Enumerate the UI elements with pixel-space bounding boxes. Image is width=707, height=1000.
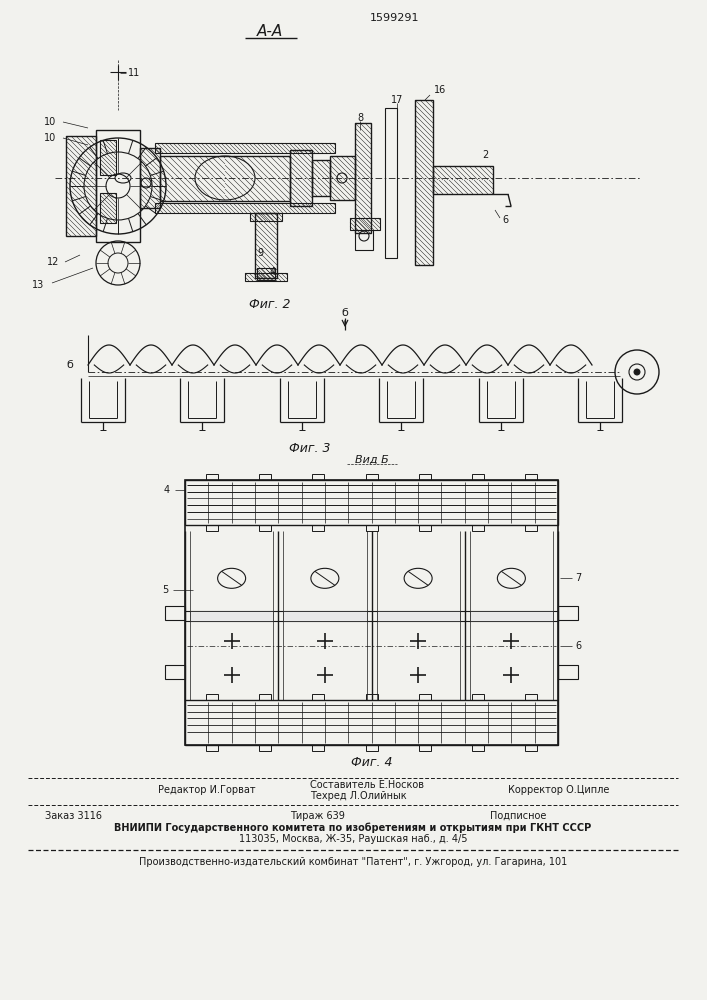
Bar	[100, 193, 116, 223]
Text: Техред Л.Олийнык: Техред Л.Олийнык	[310, 791, 407, 801]
Bar	[472, 745, 484, 751]
Bar	[330, 156, 355, 200]
Bar	[140, 148, 160, 208]
Text: Вид Б: Вид Б	[355, 455, 388, 465]
Bar	[385, 108, 397, 258]
Bar	[206, 474, 218, 480]
Bar	[257, 268, 275, 280]
Text: 11: 11	[128, 68, 140, 78]
Bar	[472, 694, 484, 700]
Bar	[185, 700, 558, 745]
Bar	[366, 474, 378, 480]
Bar	[259, 745, 271, 751]
Bar	[250, 213, 282, 221]
Bar	[419, 474, 431, 480]
Bar	[469, 610, 553, 620]
Bar	[100, 140, 116, 175]
Bar	[366, 694, 378, 700]
Text: 9: 9	[257, 248, 263, 258]
Text: 17: 17	[391, 95, 403, 105]
Text: 16: 16	[434, 85, 446, 95]
Bar	[160, 156, 290, 201]
Text: 1599291: 1599291	[370, 13, 420, 23]
Bar	[355, 230, 373, 250]
Bar	[419, 745, 431, 751]
Text: Корректор О.Ципле: Корректор О.Ципле	[508, 785, 609, 795]
Bar	[165, 605, 185, 619]
Text: 13: 13	[32, 280, 44, 290]
Bar	[290, 150, 312, 206]
Bar	[284, 610, 366, 620]
Text: 4: 4	[164, 485, 170, 495]
Bar	[312, 160, 330, 196]
Bar	[419, 694, 431, 700]
Text: Фиг. 3: Фиг. 3	[289, 442, 331, 454]
Bar	[472, 474, 484, 480]
Bar	[433, 166, 493, 194]
Bar	[419, 525, 431, 531]
Bar	[472, 525, 484, 531]
Bar	[66, 136, 96, 236]
Bar	[185, 480, 558, 745]
Bar	[525, 525, 537, 531]
Text: Фиг. 4: Фиг. 4	[351, 756, 392, 770]
Bar	[558, 605, 578, 619]
Text: Тираж 639: Тираж 639	[290, 811, 345, 821]
Bar	[155, 203, 335, 213]
Bar	[245, 273, 287, 281]
Text: 7: 7	[575, 573, 581, 583]
Bar	[259, 474, 271, 480]
Bar	[190, 610, 273, 620]
Text: 6: 6	[502, 215, 508, 225]
Text: Фиг. 2: Фиг. 2	[250, 298, 291, 312]
Bar	[525, 474, 537, 480]
Text: 5: 5	[162, 585, 168, 595]
Bar	[350, 218, 380, 230]
Bar	[355, 123, 371, 233]
Text: ВНИИПИ Государственного комитета по изобретениям и открытиям при ГКНТ СССР: ВНИИПИ Государственного комитета по изоб…	[115, 823, 592, 833]
Text: Производственно-издательский комбинат "Патент", г. Ужгород, ул. Гагарина, 101: Производственно-издательский комбинат "П…	[139, 857, 567, 867]
Bar	[259, 694, 271, 700]
Circle shape	[634, 369, 640, 375]
Bar	[377, 610, 460, 620]
Bar	[185, 480, 558, 525]
Bar	[96, 130, 140, 242]
Text: б: б	[341, 308, 349, 318]
Text: 4: 4	[270, 267, 276, 277]
Bar	[312, 525, 325, 531]
Bar	[312, 474, 325, 480]
Text: б: б	[66, 360, 74, 370]
Bar	[206, 694, 218, 700]
Bar	[255, 213, 277, 278]
Bar	[366, 525, 378, 531]
Text: Составитель Е.Носков: Составитель Е.Носков	[310, 780, 424, 790]
Text: 12: 12	[47, 257, 59, 267]
Text: 2: 2	[482, 150, 488, 160]
Bar	[206, 745, 218, 751]
Bar	[525, 745, 537, 751]
Bar	[312, 694, 325, 700]
Bar	[415, 100, 433, 265]
Text: 113035, Москва, Ж-35, Раушская наб., д. 4/5: 113035, Москва, Ж-35, Раушская наб., д. …	[239, 834, 467, 844]
Bar	[155, 143, 335, 153]
Bar	[366, 745, 378, 751]
Text: A-A: A-A	[257, 24, 283, 39]
Bar	[558, 665, 578, 679]
Bar	[165, 665, 185, 679]
Text: 10: 10	[44, 133, 56, 143]
Bar	[206, 525, 218, 531]
Text: 6: 6	[575, 641, 581, 651]
Text: Заказ 3116: Заказ 3116	[45, 811, 102, 821]
Text: Подписное: Подписное	[490, 811, 547, 821]
Text: 10: 10	[44, 117, 56, 127]
Text: Редактор И.Горват: Редактор И.Горват	[158, 785, 256, 795]
Bar	[185, 610, 558, 620]
Text: 8: 8	[357, 113, 363, 123]
Bar	[259, 525, 271, 531]
Bar	[525, 694, 537, 700]
Bar	[312, 745, 325, 751]
